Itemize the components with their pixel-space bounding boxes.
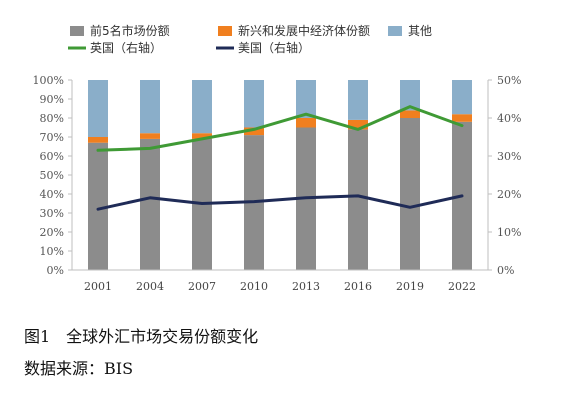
legend-swatch [70, 26, 84, 36]
legend-label: 其他 [408, 24, 432, 38]
bar-segment [244, 127, 264, 136]
series-line [96, 194, 464, 211]
bar-segment [192, 133, 212, 139]
x-tick-label: 2016 [344, 280, 372, 293]
series-line [96, 105, 464, 152]
legend-label: 新兴和发展中经济体份额 [238, 23, 370, 38]
bar-segment [296, 80, 316, 118]
left-tick-label: 40% [40, 188, 64, 201]
x-tick-label: 2013 [292, 280, 320, 293]
left-axis: 0% 10% 20% 30% 40% 50% 60% 70% 80% 90% 100% [33, 74, 73, 277]
bar-segment [348, 119, 368, 130]
figure-caption: 图1 全球外汇市场交易份额变化 [24, 327, 259, 346]
lines [96, 105, 464, 211]
bar-segment [88, 137, 108, 143]
x-tick-label: 2022 [448, 280, 476, 293]
bar-segment [140, 80, 160, 134]
bar-segment [400, 118, 420, 270]
left-tick-label: 0% [47, 264, 64, 277]
bar-segment [192, 80, 212, 134]
bar-segment [400, 80, 420, 111]
x-tick-label: 2019 [396, 280, 424, 293]
right-tick-label: 50% [497, 74, 521, 87]
right-axis: 0% 10% 20% 30% 40% 50% [487, 74, 521, 277]
left-tick-label: 30% [40, 207, 64, 220]
bar-segment [296, 118, 316, 128]
right-tick-label: 10% [497, 226, 521, 239]
bar-segment [88, 142, 108, 270]
left-tick-label: 10% [40, 245, 64, 258]
right-tick-label: 0% [497, 264, 514, 277]
right-tick-label: 40% [497, 112, 521, 125]
bar-segment [140, 138, 160, 270]
bar-segment [348, 129, 368, 270]
bar-segment [452, 80, 472, 115]
bar-segment [140, 133, 160, 139]
left-tick-label: 60% [40, 150, 64, 163]
legend-label: 前5名市场份额 [90, 23, 170, 38]
x-tick-label: 2010 [240, 280, 268, 293]
right-tick-label: 30% [497, 150, 521, 163]
left-tick-label: 100% [33, 74, 64, 87]
left-tick-label: 50% [40, 169, 64, 182]
bar-segment [452, 114, 472, 122]
x-tick-label: 2001 [84, 280, 112, 293]
bar-segment [348, 80, 368, 120]
x-tick-label: 2004 [136, 280, 164, 293]
left-tick-label: 70% [40, 131, 64, 144]
legend-label: 美国（右轴） [238, 40, 310, 55]
right-tick-label: 20% [497, 188, 521, 201]
bar-segment [244, 80, 264, 128]
legend-swatch [218, 26, 232, 36]
left-tick-label: 80% [40, 112, 64, 125]
source-note: 数据来源：BIS [24, 359, 134, 378]
bar-segment [400, 110, 420, 118]
bar-segment [88, 80, 108, 137]
x-tick-label: 2007 [188, 280, 216, 293]
legend-label: 英国（右轴） [90, 40, 162, 55]
x-axis: 2001 2004 2007 2010 2013 2016 2019 2022 [72, 269, 488, 293]
left-tick-label: 20% [40, 226, 64, 239]
legend-swatch [388, 26, 402, 36]
left-tick-label: 90% [40, 93, 64, 106]
